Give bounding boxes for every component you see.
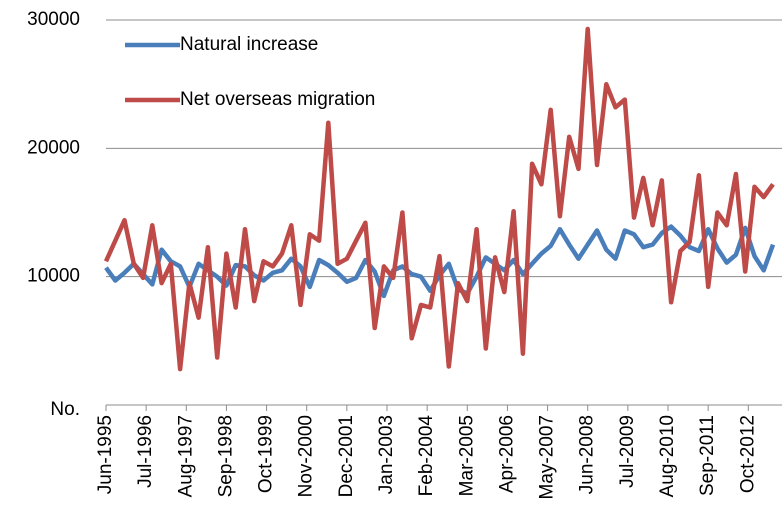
y-axis-label: No. [50,399,80,420]
x-tick-label: Jun-2008 [577,415,598,494]
x-tick-label: Jan-2003 [376,415,397,494]
x-tick-label: Jul-2009 [617,415,638,488]
x-tick-label: Jul-1996 [135,415,156,488]
x-tick-label: Jun-1995 [95,415,116,494]
y-tick-label: 30000 [27,9,80,30]
x-tick-label: Mar-2005 [456,415,477,496]
x-tick-label: Aug-1997 [175,415,196,497]
legend-label: Net overseas migration [180,89,375,110]
x-tick-label: Sep-1998 [215,415,236,497]
x-tick-label: Dec-2001 [336,415,357,497]
x-tick-label: Oct-2012 [737,415,758,493]
legend-label: Natural increase [180,34,318,55]
x-tick-label: Oct-1999 [256,415,277,493]
x-tick-label: Apr-2006 [496,415,517,493]
y-tick-label: 10000 [27,266,80,287]
series-line [103,26,775,372]
x-tick-label: Feb-2004 [416,415,437,497]
x-tick-label: Sep-2011 [697,415,718,496]
y-tick-label: 20000 [27,137,80,158]
x-tick-label: May-2007 [537,415,558,500]
x-tick-label: Aug-2010 [657,415,678,497]
x-tick-label: Nov-2000 [296,415,317,497]
